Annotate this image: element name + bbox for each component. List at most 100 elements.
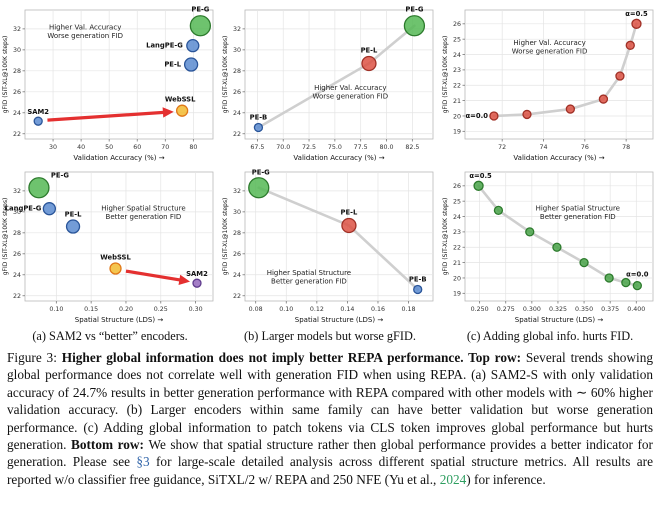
x-tick-label: 0.375: [601, 306, 619, 313]
figure-caption: Figure 3: Higher global information does…: [7, 349, 653, 488]
figure-3-plot-grid: 30 40 50 60 70 80 22 24 26 28 30 32 SAM2 WebSSL PE-L La…: [0, 2, 660, 326]
x-tick-label: 0.18: [402, 306, 416, 313]
x-tick-label: 0.20: [119, 306, 133, 313]
annotation: Better generation FID: [540, 213, 616, 221]
x-tick-label: 0.10: [49, 306, 63, 313]
y-tick-label: 28: [233, 230, 241, 237]
data-point-α=0.5: [473, 180, 484, 191]
x-axis-label: Validation Accuracy (%) →: [73, 154, 164, 162]
point-label: α=0.5: [469, 172, 492, 180]
y-tick-label: 19: [453, 129, 461, 136]
y-tick-label: 30: [233, 47, 241, 54]
y-tick-label: 21: [453, 260, 461, 267]
x-tick-label: 72: [498, 144, 506, 151]
y-tick-label: 26: [13, 89, 21, 96]
plot-area: [244, 171, 434, 302]
annotation: Better generation FID: [106, 213, 182, 221]
y-axis-label: gFID (SiT-XL@100K steps): [2, 36, 9, 114]
y-tick-label: 26: [13, 251, 21, 258]
data-point-WebSSL: [109, 262, 122, 275]
plot-cell-top-a: 30 40 50 60 70 80 22 24 26 28 30 32 SAM2 WebSSL PE-L La…: [0, 2, 220, 164]
y-tick-label: 22: [233, 131, 241, 138]
x-tick-label: 78: [622, 144, 630, 151]
plot-area: [24, 9, 214, 140]
point-label: LangPE-G: [5, 205, 42, 213]
y-tick-label: 30: [13, 209, 21, 216]
annotation: Higher Spatial Structure: [101, 205, 185, 213]
x-tick-label: 77.5: [354, 144, 368, 151]
subcaption-a: (a) SAM2 vs “better” encoders.: [32, 329, 188, 343]
x-tick-label: 0.16: [371, 306, 385, 313]
chart-alpha-valacc-gfid: 72 74 76 78 19 20 21 22 23 24 25 26 α=0.0 α=0.5 Higher…: [442, 9, 654, 162]
citation-link[interactable]: 2024: [439, 471, 467, 487]
x-tick-label: 0.25: [154, 306, 168, 313]
y-tick-label: 26: [453, 183, 461, 190]
subcaption-c: (c) Adding global info. hurts FID.: [466, 329, 634, 343]
point-label: PE-G: [252, 169, 270, 177]
y-tick-label: 28: [13, 230, 21, 237]
data-point-α=0.5: [631, 18, 642, 29]
data-point-LangPE-G: [42, 202, 57, 216]
y-tick-label: 25: [453, 198, 461, 205]
plot-area: [464, 171, 654, 302]
data-point: [565, 104, 576, 114]
x-tick-label: 0.350: [575, 306, 593, 313]
data-point: [598, 94, 609, 104]
x-tick-label: 40: [77, 144, 85, 151]
x-axis-label: Spatial Structure (LDS) →: [75, 316, 164, 324]
data-point: [522, 109, 532, 120]
point-label: PE-L: [164, 61, 181, 69]
data-point: [579, 257, 589, 268]
point-label: PE-G: [191, 6, 209, 14]
x-tick-label: 0.15: [84, 306, 98, 313]
y-tick-label: 22: [453, 245, 461, 252]
subcaption-row: (a) SAM2 vs “better” encoders. (b) Large…: [0, 329, 660, 344]
trend-arrow: [125, 269, 183, 282]
chart-pe-family-lds-gfid: 0.08 0.10 0.12 0.14 0.16 0.18 22 24 26 28 30 32 PE-G…: [222, 169, 434, 324]
point-label: LangPE-G: [146, 42, 183, 50]
x-tick-label: 30: [49, 144, 57, 151]
x-tick-label: 0.400: [627, 306, 645, 313]
annotation: Worse generation FID: [47, 32, 123, 40]
y-tick-label: 24: [453, 214, 461, 221]
data-point-PE-L: [65, 219, 81, 234]
y-tick-label: 20: [453, 113, 461, 120]
x-axis-label: Validation Accuracy (%) →: [293, 154, 384, 162]
data-point-PE-L: [361, 55, 377, 72]
point-label: SAM2: [186, 270, 208, 278]
annotation: Higher Val. Accuracy: [513, 39, 585, 47]
x-tick-label: 0.14: [340, 306, 354, 313]
y-axis-label: gFID (SiT-XL@100K steps): [222, 198, 229, 276]
y-tick-label: 19: [453, 291, 461, 298]
y-axis-label: gFID (SiT-XL@100K steps): [442, 198, 449, 276]
data-point: [625, 40, 635, 50]
data-point-PE-G: [403, 15, 426, 37]
y-tick-label: 22: [13, 131, 21, 138]
point-label: PE-L: [361, 46, 378, 54]
chart-alpha-lds-gfid: 0.250 0.275 0.300 0.325 0.350 0.375 0.400 19 20 2…: [442, 171, 654, 324]
annotation: Higher Spatial Structure: [536, 205, 620, 213]
data-point: [493, 205, 504, 216]
point-label: WebSSL: [100, 253, 131, 261]
y-tick-label: 28: [13, 68, 21, 75]
chart-encoders-lds-gfid: 0.10 0.15 0.20 0.25 0.30 22 24 26 28 30 32 PE-G Lang…: [2, 171, 214, 324]
data-point-PE-B: [413, 284, 423, 295]
y-tick-label: 24: [233, 272, 241, 279]
y-tick-label: 24: [233, 110, 241, 117]
annotation: Higher Spatial Structure: [267, 269, 351, 277]
point-label: α=0.0: [626, 271, 649, 279]
x-tick-label: 0.325: [549, 306, 567, 313]
caption-text: We show that spatial structure rather th…: [7, 437, 653, 470]
y-tick-label: 25: [453, 36, 461, 43]
y-tick-label: 30: [233, 209, 241, 216]
x-tick-label: 0.10: [279, 306, 293, 313]
x-tick-label: 74: [539, 144, 547, 151]
x-tick-label: 72.5: [302, 144, 316, 151]
data-point-PE-G: [248, 177, 270, 199]
section-ref-link[interactable]: §3: [136, 454, 150, 470]
plot-cell-bottom-a: 0.10 0.15 0.20 0.25 0.30 22 24 26 28 30 32 PE-G Lang…: [0, 164, 220, 326]
data-point-α=0.0: [489, 111, 499, 121]
annotation: Worse generation FID: [512, 47, 588, 55]
point-label: WebSSL: [165, 96, 196, 104]
y-tick-label: 32: [13, 188, 21, 195]
